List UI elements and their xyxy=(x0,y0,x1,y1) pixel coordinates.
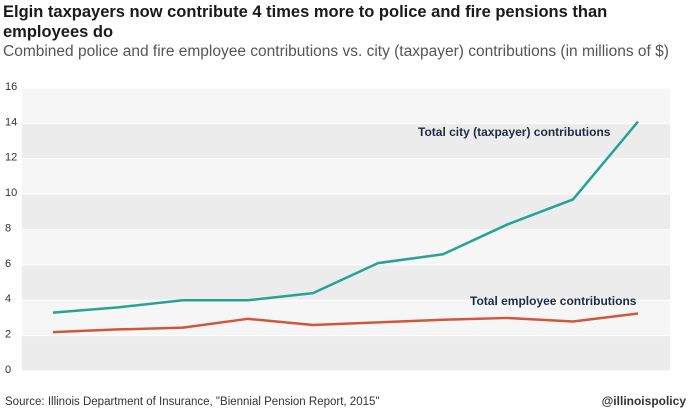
band xyxy=(22,335,670,371)
band xyxy=(22,158,670,195)
line xyxy=(52,312,639,334)
source: Source: Illinois Department of Insurance… xyxy=(5,396,379,408)
y-tick-label: 16 xyxy=(5,81,17,93)
band xyxy=(22,123,670,159)
line xyxy=(52,120,639,314)
chart-title: Elgin taxpayers now contribute 4 times m… xyxy=(3,3,608,41)
y-tick-label: 4 xyxy=(5,293,11,305)
band xyxy=(22,264,670,301)
y-tick-label: 14 xyxy=(5,116,17,128)
series-label: Total employee contributions xyxy=(470,294,637,308)
y-tick-label: 10 xyxy=(5,187,17,199)
credit: @illinoispolicy xyxy=(602,394,687,408)
y-tick-label: 8 xyxy=(5,222,11,234)
y-tick-label: 12 xyxy=(5,152,17,164)
series-label: Total city (taxpayer) contributions xyxy=(418,125,611,139)
band xyxy=(22,229,670,265)
band xyxy=(22,88,670,124)
y-tick-label: 6 xyxy=(5,258,11,270)
y-tick-label: 0 xyxy=(5,364,11,376)
chart-subtitle: Combined police and fire employee contri… xyxy=(3,43,669,60)
y-tick-label: 2 xyxy=(5,329,11,341)
band xyxy=(22,194,670,230)
